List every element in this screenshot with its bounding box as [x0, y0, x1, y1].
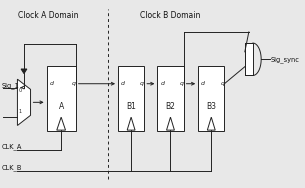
Text: q: q [72, 81, 76, 86]
Bar [157, 66, 184, 131]
Polygon shape [21, 69, 27, 74]
Text: Sig_1: Sig_1 [2, 82, 20, 89]
Polygon shape [127, 117, 135, 130]
Polygon shape [167, 117, 174, 130]
Text: Clock B Domain: Clock B Domain [140, 11, 201, 20]
Bar [245, 43, 253, 75]
Text: Sig_sync: Sig_sync [271, 56, 300, 63]
Text: 0: 0 [19, 88, 22, 93]
Text: B1: B1 [126, 102, 136, 111]
Polygon shape [207, 117, 215, 130]
Text: d: d [201, 81, 205, 86]
Text: B3: B3 [206, 102, 216, 111]
Bar [47, 66, 76, 131]
Text: CLK_B: CLK_B [2, 164, 22, 171]
Bar [198, 66, 224, 131]
Polygon shape [57, 117, 66, 130]
Text: CLK_A: CLK_A [2, 144, 22, 150]
Bar [118, 66, 144, 131]
Polygon shape [17, 79, 30, 125]
Text: A: A [59, 102, 64, 111]
Text: q: q [180, 81, 184, 86]
Text: B2: B2 [166, 102, 175, 111]
Text: Clock A Domain: Clock A Domain [18, 11, 78, 20]
Text: q: q [140, 81, 144, 86]
Text: 1: 1 [19, 109, 22, 114]
Text: d: d [160, 81, 164, 86]
Text: q: q [220, 81, 224, 86]
Text: d: d [121, 81, 125, 86]
Text: d: d [49, 81, 53, 86]
